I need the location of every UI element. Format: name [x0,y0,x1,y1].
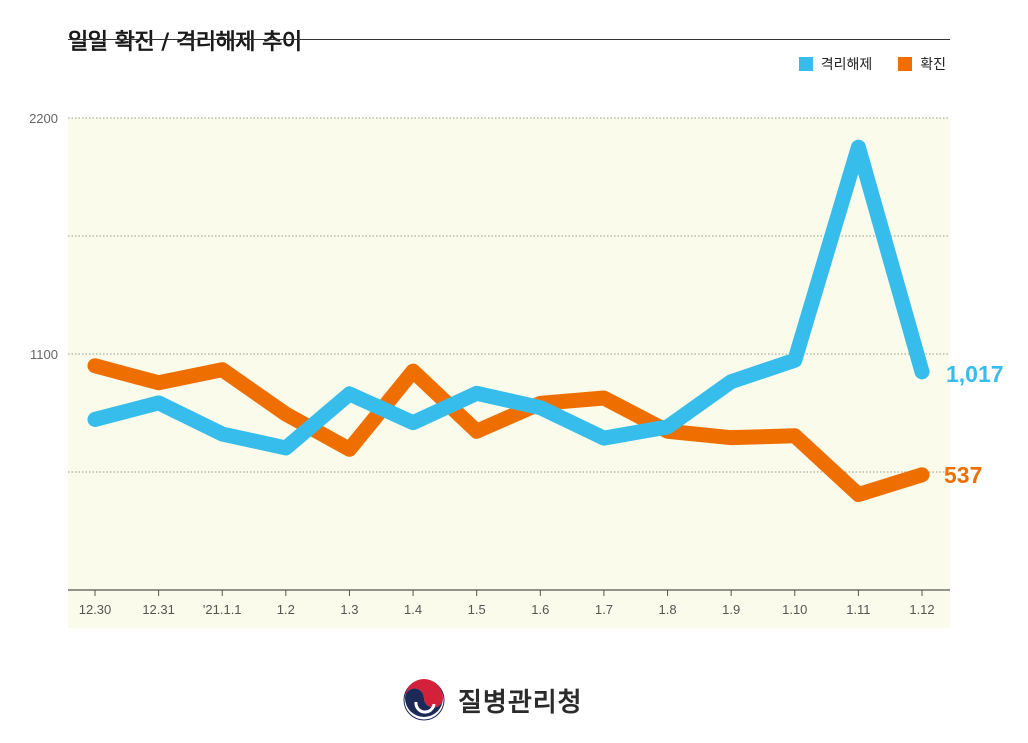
logo-text: 질병관리청 [458,687,583,718]
x-tick-label: 1.7 [595,602,613,617]
x-tick-label: 1.3 [340,602,358,617]
legend-swatch-confirmed [898,57,913,71]
x-tick-label: 1.2 [277,602,295,617]
series-line-confirmed [87,358,930,503]
kdca-logo: 질병관리청 [402,678,583,722]
legend-swatch-release [798,57,813,71]
x-tick-label: 1.11 [846,602,870,617]
x-tick-label: 1.5 [468,602,486,617]
x-tick-label: '21.1.1 [203,602,242,617]
x-tick-label: 1.12 [909,602,934,617]
chart-title: 일일 확진 / 격리해제 추이 [68,24,312,56]
x-tick-label: 1.10 [782,602,807,617]
title-rule [68,39,950,40]
legend-label-release: 격리해제 [820,57,873,73]
legend-item-confirmed: 확진 [898,54,946,74]
y-tick-label: 2200 [29,111,58,126]
legend: 격리해제 확진 [798,54,946,74]
series-line-release [87,139,930,456]
x-tick-label: 1.6 [531,602,549,617]
end-label-confirmed: 537 [944,462,982,488]
end-label-release: 1,017 [946,361,1004,387]
x-tick-label: 1.9 [722,602,740,617]
x-tick-label: 1.8 [658,602,676,617]
legend-label-confirmed: 확진 [920,57,946,73]
x-tick-label: 1.4 [404,602,422,617]
x-tick-label: 12.30 [79,602,112,617]
legend-item-release: 격리해제 [798,54,873,74]
x-tick-label: 12.31 [142,602,175,617]
y-tick-label: 1100 [30,347,58,362]
taegeuk-emblem-icon [403,679,445,721]
